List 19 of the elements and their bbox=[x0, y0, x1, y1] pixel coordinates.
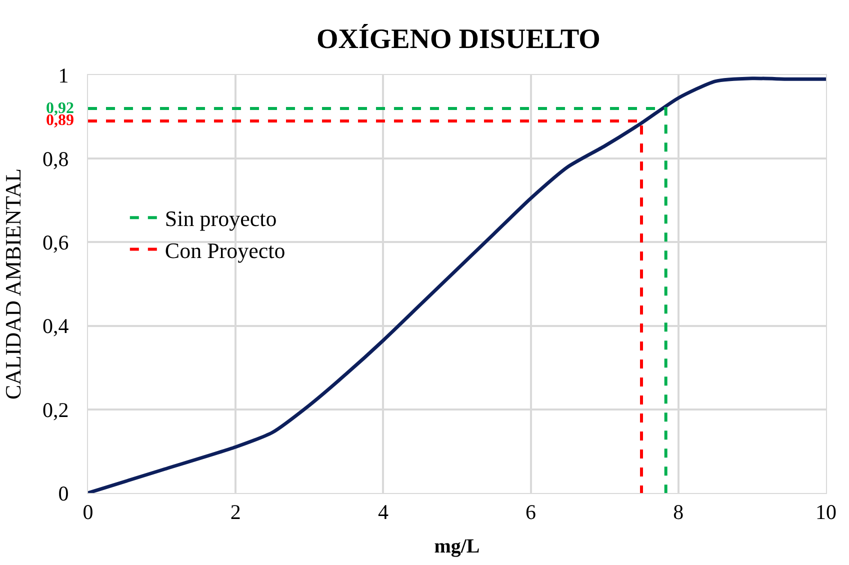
y-tick-label: 0,4 bbox=[42, 314, 70, 338]
x-tick-label: 0 bbox=[82, 500, 94, 524]
y-tick-label: 0 bbox=[58, 481, 69, 506]
line-series bbox=[88, 76, 826, 493]
legend-label: Con Proyecto bbox=[164, 238, 286, 263]
x-tick-label: 2 bbox=[230, 500, 241, 524]
y-axis-title: CALIDAD AMBIENTAL bbox=[0, 168, 26, 400]
x-tick-label: 8 bbox=[673, 500, 684, 524]
y-tick-label: 0,6 bbox=[42, 230, 69, 255]
y-tick-label: 0,2 bbox=[42, 398, 69, 422]
y-tick-label: 1 bbox=[58, 63, 69, 88]
y-tick-label: 0,8 bbox=[42, 146, 69, 171]
annotation: 0,92 bbox=[46, 100, 74, 117]
legend-label: Sin proyecto bbox=[164, 206, 277, 232]
x-tick-label: 4 bbox=[378, 500, 389, 524]
chart-title: OXÍGENO DISUELTO bbox=[316, 22, 600, 55]
x-tick-label: 6 bbox=[526, 500, 536, 524]
x-axis-title: mg/L bbox=[434, 536, 480, 558]
x-tick-label: 10 bbox=[816, 500, 836, 524]
